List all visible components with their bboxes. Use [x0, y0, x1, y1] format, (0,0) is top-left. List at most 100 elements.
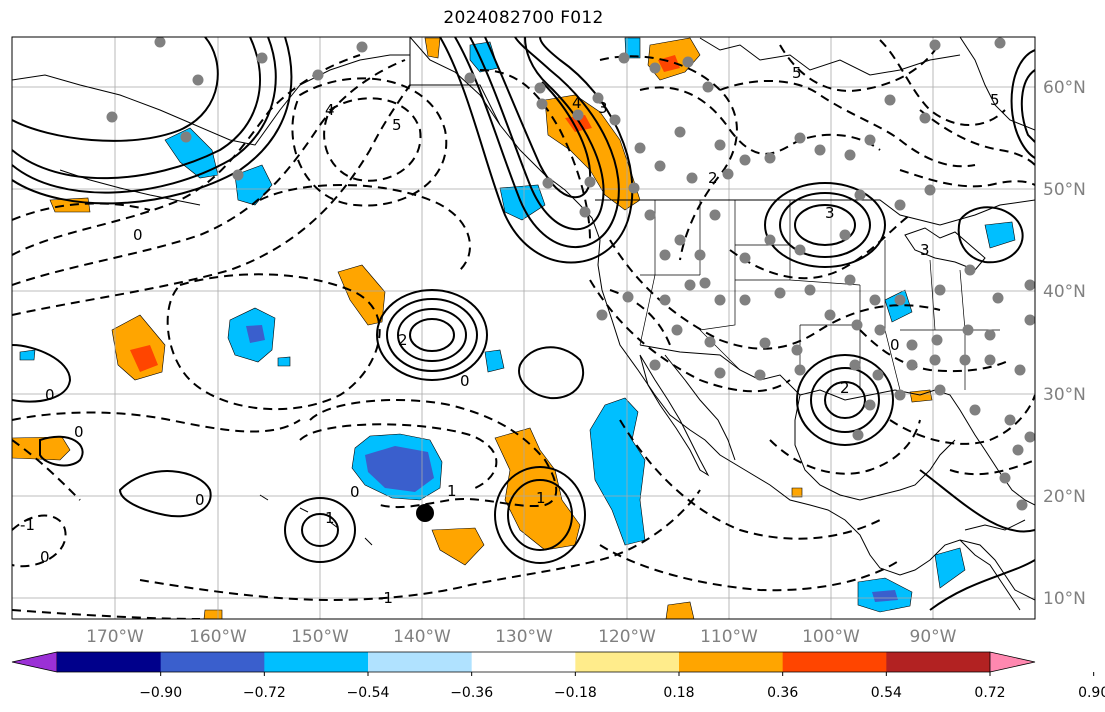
contour-dashed [309, 399, 558, 509]
station-marker [659, 294, 671, 306]
contour-dashed [139, 489, 701, 602]
station-marker [634, 142, 646, 154]
station-marker [929, 39, 941, 51]
latitude-label: 60°N [1043, 78, 1086, 98]
station-marker [984, 329, 996, 341]
coastlines-and-borders [12, 37, 1035, 611]
station-marker [894, 199, 906, 211]
station-marker [714, 294, 726, 306]
station-marker [959, 354, 971, 366]
contour-label: 1 [447, 482, 457, 500]
station-marker [739, 154, 751, 166]
station-marker [934, 284, 946, 296]
colorbar-extend-max [989, 651, 1036, 673]
station-marker [969, 404, 981, 416]
colorbar-labels: −0.90 −0.72 −0.54 −0.36 −0.18 0.18 0.36 0.54 0.7… [139, 672, 1105, 701]
station-marker [962, 324, 974, 336]
station-marker [994, 37, 1006, 49]
station-marker [709, 209, 721, 221]
station-marker [906, 339, 918, 351]
anomaly-fill-negative [277, 356, 291, 367]
contour-solid [12, 37, 277, 194]
latitude-label: 40°N [1043, 282, 1086, 302]
longitude-axis: 170°W 160°W 150°W 140°W 130°W 120°W 110°… [86, 627, 957, 647]
canada-north [699, 37, 961, 76]
station-marker [791, 344, 803, 356]
contour-label: 0 [40, 548, 50, 566]
station-marker [180, 131, 192, 143]
longitude-label: 170°W [86, 627, 144, 647]
contour-dashed [589, 279, 791, 393]
station-marker [919, 112, 931, 124]
contour-label: 5 [990, 91, 1000, 109]
station-marker [759, 337, 771, 349]
station-marker [854, 189, 866, 201]
contour-dashed [259, 184, 471, 271]
anomaly-fill-negative [984, 221, 1016, 249]
contour-solid [929, 559, 1035, 611]
colorbar-segment [782, 652, 887, 672]
contour-solid [12, 344, 72, 403]
contour-dashed [299, 423, 498, 491]
anomaly-fill-positive [431, 527, 485, 566]
station-marker [649, 359, 661, 371]
colorbar-tick-label: 0.90 [1078, 685, 1105, 701]
alaska-coastline [12, 54, 410, 146]
station-marker [844, 149, 856, 161]
station-marker [356, 41, 368, 53]
anomaly-fill-negative [589, 397, 646, 546]
longitude-label: 150°W [291, 627, 349, 647]
contour-label: 0 [890, 336, 900, 354]
contour-solid [796, 354, 894, 446]
contour-solid [454, 37, 620, 249]
contour-label: 1 [325, 509, 335, 527]
station-marker [618, 52, 630, 64]
colorbar-tick-label: 0.18 [663, 685, 694, 701]
longitude-label: 130°W [495, 627, 553, 647]
mexico-east-coastline [794, 394, 956, 501]
contour-solid [957, 206, 1024, 264]
latitude-label: 10°N [1043, 589, 1086, 609]
contour-solid [484, 37, 592, 199]
contour-dashed [919, 109, 1035, 166]
station-marker [464, 72, 476, 84]
longitude-label: 140°W [393, 627, 451, 647]
colorbar-tick-label: −0.18 [554, 685, 597, 701]
station-marker [774, 287, 786, 299]
contour-dashed [166, 273, 381, 411]
colorbar-segment [471, 652, 576, 672]
station-marker [312, 69, 324, 81]
station-marker [572, 109, 584, 121]
longitude-label: 110°W [700, 627, 758, 647]
contour-dashed [599, 544, 901, 592]
station-marker [964, 264, 976, 276]
station-marker [644, 209, 656, 221]
colorbar-tick-label: 0.72 [974, 685, 1005, 701]
contour-dashed [729, 214, 911, 280]
station-marker [849, 359, 861, 371]
station-marker [654, 160, 666, 172]
contour-solid [794, 204, 856, 246]
contour-label: 5 [792, 64, 802, 82]
latitude-label: 50°N [1043, 180, 1086, 200]
station-marker [232, 169, 244, 181]
colorbar-tick-label: −0.72 [243, 685, 286, 701]
positive-contours [12, 37, 1035, 611]
contour-label: 3 [598, 99, 608, 117]
colorbar-tick-label: −0.36 [450, 685, 493, 701]
contour-dashed [609, 289, 671, 346]
contour-dashed [899, 169, 1035, 188]
contour-label: -1 [20, 516, 35, 534]
station-marker [824, 309, 836, 321]
station-marker [154, 37, 166, 48]
station-marker [934, 384, 946, 396]
contour-solid [386, 298, 478, 372]
contour-solid [824, 381, 866, 419]
station-marker [844, 274, 856, 286]
contour-dashed [12, 202, 151, 221]
gulf-of-mexico-coastline [799, 389, 1035, 506]
station-marker [794, 364, 806, 376]
station-marker [684, 279, 696, 291]
contour-label: 4 [325, 101, 335, 119]
colorbar [11, 651, 1036, 673]
